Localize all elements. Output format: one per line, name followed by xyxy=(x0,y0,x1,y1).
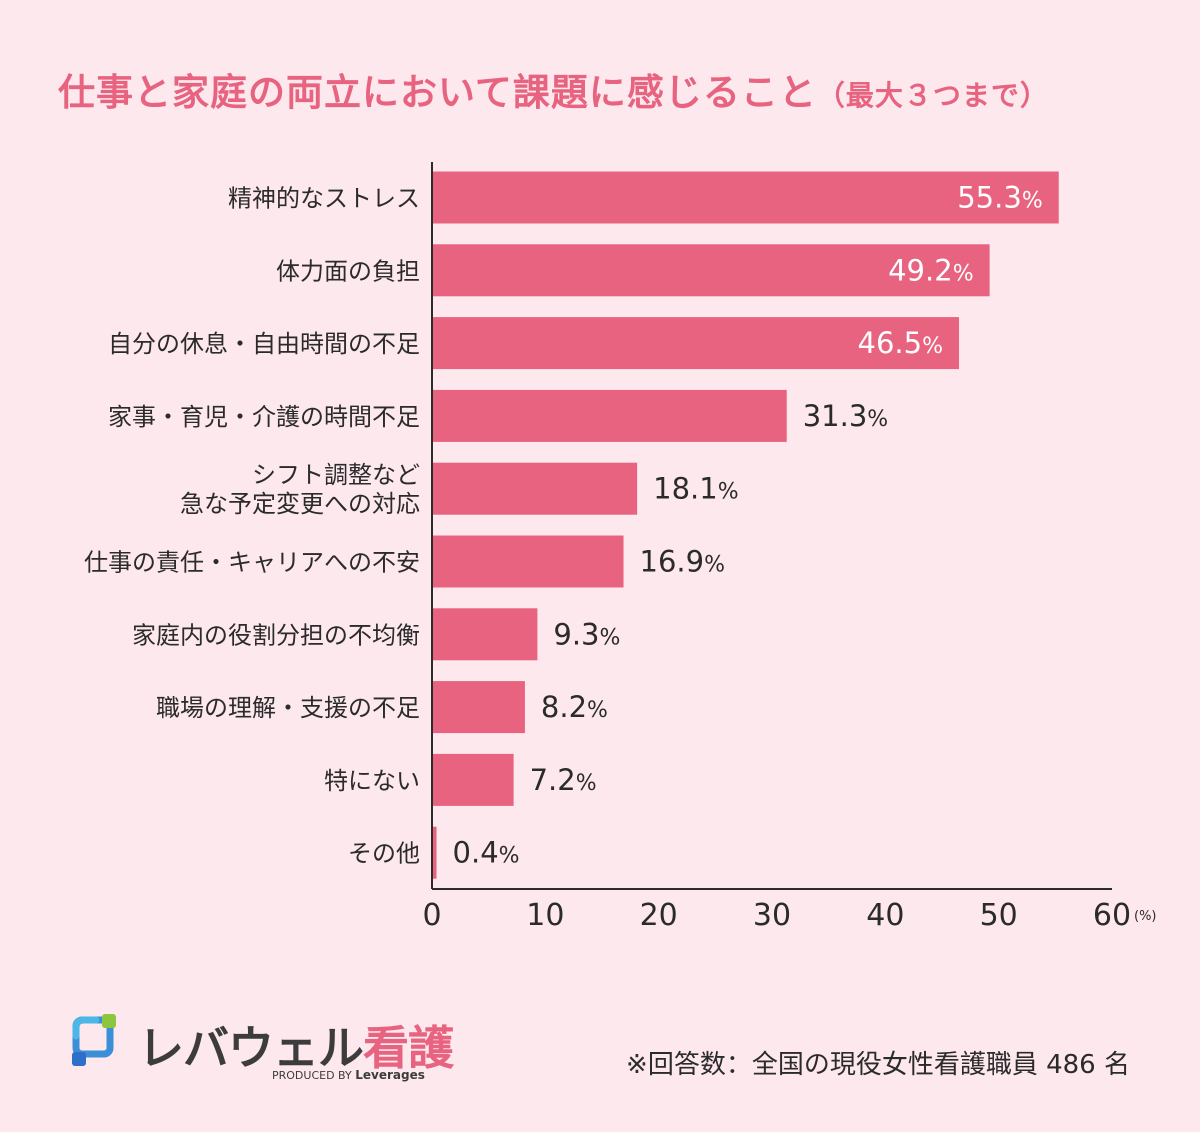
chart-title-sub: （最大３つまで） xyxy=(816,79,1049,112)
value-label: 0.4% xyxy=(453,836,520,870)
category-label: 精神的なストレス xyxy=(228,185,420,213)
bar xyxy=(432,317,959,370)
category-labels: 精神的なストレス体力面の負担自分の休息・自由時間の不足家事・育児・介護の時間不足… xyxy=(84,185,420,868)
logo-wordmark: レバウェル看護 xyxy=(138,1012,454,1078)
category-label: 体力面の負担 xyxy=(276,257,420,285)
value-label: 18.1% xyxy=(653,472,738,506)
bars-layer xyxy=(432,171,1059,879)
value-label: 31.3% xyxy=(803,399,888,433)
bar xyxy=(432,753,514,806)
respondent-note: ※回答数：全国の現役女性看護職員 486 名 xyxy=(626,1050,1130,1080)
category-label: シフト調整など xyxy=(252,461,420,489)
category-label: その他 xyxy=(348,840,420,868)
x-tick-label: 10 xyxy=(526,898,564,933)
category-label: 特にない xyxy=(324,767,420,795)
bar xyxy=(432,462,638,515)
bar-chart: 精神的なストレス体力面の負担自分の休息・自由時間の不足家事・育児・介護の時間不足… xyxy=(84,162,1157,933)
logo-produced-by: PRODUCED BY Leverages xyxy=(272,1068,425,1082)
logo-produced-brand: Leverages xyxy=(355,1068,425,1082)
category-label: 仕事の責任・キャリアへの不安 xyxy=(84,549,420,577)
levwell-logo-icon xyxy=(72,1014,116,1066)
axes: 0 10 20 30 40 50 60 (%) xyxy=(422,162,1157,933)
value-label: 46.5% xyxy=(858,326,943,360)
x-tick-label: 30 xyxy=(753,898,791,933)
x-tick-label: 50 xyxy=(980,898,1018,933)
x-tick-label: 0 xyxy=(422,898,441,933)
category-label: 自分の休息・自由時間の不足 xyxy=(108,330,420,358)
chart-title: 仕事と家庭の両立において課題に感じること（最大３つまで） xyxy=(58,62,1049,116)
x-tick-label: 20 xyxy=(640,898,678,933)
x-axis-unit: (%) xyxy=(1134,909,1157,924)
bar xyxy=(432,681,525,734)
category-label: 家庭内の役割分担の不均衡 xyxy=(132,621,420,649)
value-label: 7.2% xyxy=(530,763,597,797)
category-label: 職場の理解・支援の不足 xyxy=(156,694,420,722)
value-label: 8.2% xyxy=(541,690,608,724)
value-label: 16.9% xyxy=(640,545,725,579)
bar xyxy=(432,171,1059,224)
bar xyxy=(432,389,787,442)
bar xyxy=(432,608,538,661)
value-label: 9.3% xyxy=(553,617,620,651)
chart-title-main: 仕事と家庭の両立において課題に感じること xyxy=(58,71,817,114)
logo-produced-prefix: PRODUCED BY xyxy=(272,1069,352,1082)
bar xyxy=(432,535,624,588)
logo-name-accent: 看護 xyxy=(363,1021,454,1075)
brand-logo: レバウェル看護 PRODUCED BY Leverages xyxy=(72,1012,454,1086)
logo-name-main: レバウェル xyxy=(138,1021,364,1075)
value-labels: 55.3% 49.2% 46.5% 31.3% 18.1% 16.9% 9.3% 8.2% 7.… xyxy=(453,181,1043,870)
bar xyxy=(432,244,990,297)
category-label: 家事・育児・介護の時間不足 xyxy=(108,403,420,431)
value-label: 49.2% xyxy=(888,253,973,287)
value-label: 55.3% xyxy=(957,181,1042,215)
bar xyxy=(432,826,437,879)
x-tick-label: 60 xyxy=(1093,898,1131,933)
x-tick-label: 40 xyxy=(866,898,904,933)
category-label: 急な予定変更への対応 xyxy=(180,490,420,518)
